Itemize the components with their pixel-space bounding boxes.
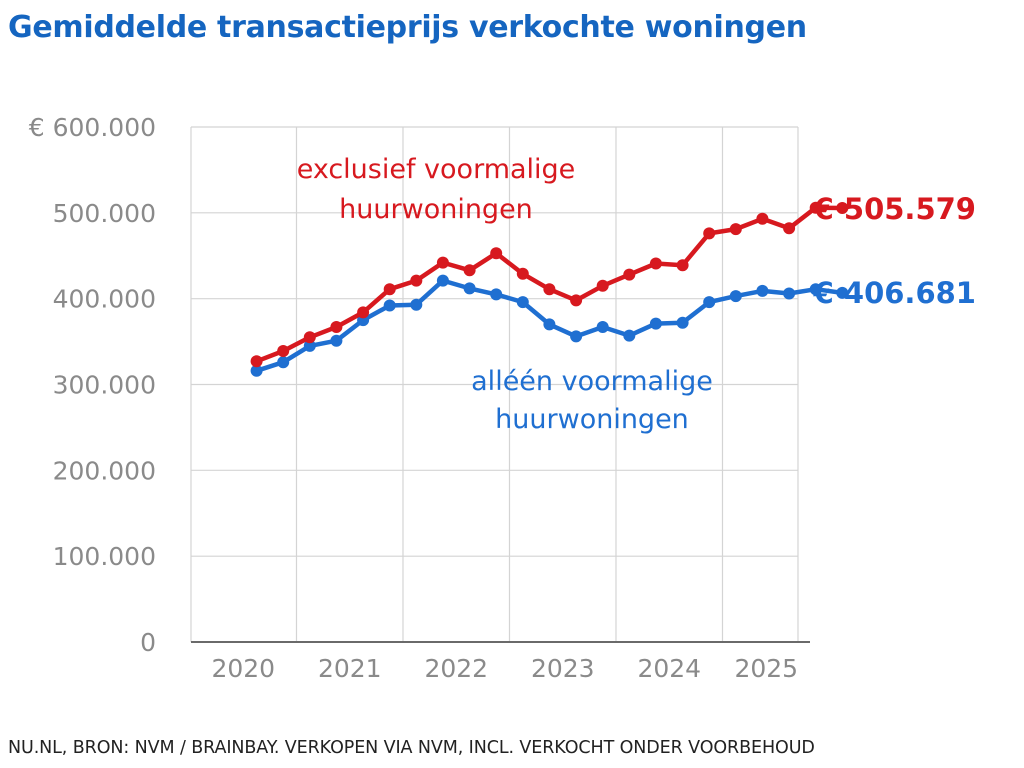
x-tick-label: 2025 — [734, 654, 798, 683]
data-point — [303, 339, 316, 352]
data-point — [303, 331, 316, 344]
data-point — [836, 202, 849, 214]
y-tick-label: € 600.000 — [29, 113, 156, 142]
data-point — [703, 227, 716, 240]
chart-title: Gemiddelde transactieprijs verkochte won… — [8, 10, 807, 45]
data-point — [570, 330, 583, 343]
end-label-red: € 505.579 — [813, 192, 976, 226]
data-point — [436, 256, 449, 269]
data-point — [410, 274, 423, 287]
data-point — [330, 321, 343, 333]
data-point — [729, 223, 742, 236]
annotation-red-line1: exclusief voormalige — [297, 154, 576, 185]
annotation-blue-line1: alléén voormalige — [471, 366, 713, 397]
data-point — [250, 364, 263, 377]
data-point — [649, 257, 662, 270]
data-point — [703, 296, 716, 309]
data-point — [649, 317, 662, 330]
data-point — [623, 329, 636, 342]
data-point — [676, 259, 689, 272]
annotation-blue-line2: huurwoningen — [495, 404, 689, 435]
data-point — [809, 283, 822, 296]
data-point — [809, 201, 822, 214]
grid — [190, 126, 810, 643]
data-point — [543, 283, 556, 296]
data-point — [357, 306, 370, 319]
x-tick-label: 2020 — [211, 654, 275, 683]
x-tick-label: 2024 — [637, 654, 701, 683]
data-point — [596, 279, 609, 292]
data-point — [277, 356, 290, 369]
y-tick-label: 100.000 — [53, 542, 156, 571]
data-point — [277, 345, 290, 357]
data-point — [516, 296, 529, 309]
data-point — [596, 321, 609, 333]
data-point — [543, 318, 556, 331]
data-point — [756, 212, 769, 225]
series — [250, 201, 849, 377]
data-point — [836, 286, 849, 299]
data-point — [490, 288, 503, 301]
source-note: NU.NL, BRON: NVM / BRAINBAY. VERKOPEN VI… — [8, 738, 815, 758]
data-point — [383, 283, 396, 296]
y-axis-ticks: 0 100.000 200.000 300.000 400.000 500.000 € 60… — [29, 113, 156, 657]
data-point — [463, 264, 476, 277]
data-point — [783, 222, 796, 235]
data-point — [490, 247, 503, 260]
y-tick-label: 500.000 — [53, 199, 156, 228]
y-tick-label: 0 — [140, 628, 156, 657]
x-tick-label: 2022 — [424, 654, 488, 683]
end-label-blue: € 406.681 — [813, 276, 976, 310]
y-tick-label: 200.000 — [53, 456, 156, 485]
y-tick-label: 300.000 — [53, 371, 156, 400]
data-point — [516, 267, 529, 280]
data-point — [436, 274, 449, 287]
x-tick-label: 2023 — [531, 654, 595, 683]
series-red — [250, 201, 849, 368]
data-point — [783, 287, 796, 300]
data-point — [570, 294, 583, 307]
series-blue — [250, 274, 849, 377]
annotation-red-line2: huurwoningen — [339, 194, 533, 225]
data-point — [383, 299, 396, 312]
data-point — [330, 334, 343, 347]
data-point — [463, 282, 476, 295]
line-chart: 0 100.000 200.000 300.000 400.000 500.000 € 60… — [29, 113, 976, 683]
data-point — [410, 298, 423, 311]
x-axis-ticks: 2020 2021 2022 2023 2024 2025 — [211, 654, 798, 683]
y-tick-label: 400.000 — [53, 285, 156, 314]
data-point — [250, 355, 263, 368]
data-point — [676, 316, 689, 329]
data-point — [756, 284, 769, 297]
data-point — [729, 290, 742, 303]
x-tick-label: 2021 — [318, 654, 382, 683]
data-point — [623, 268, 636, 281]
